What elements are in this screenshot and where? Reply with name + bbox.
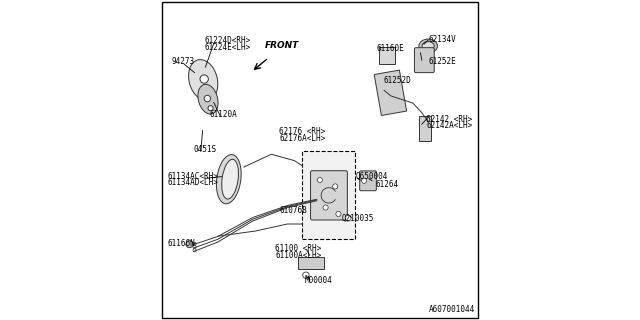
Circle shape bbox=[317, 177, 323, 182]
Text: 61120A: 61120A bbox=[210, 110, 237, 119]
Text: 61252E: 61252E bbox=[429, 57, 456, 66]
Ellipse shape bbox=[221, 159, 239, 199]
Circle shape bbox=[204, 95, 211, 102]
FancyBboxPatch shape bbox=[415, 48, 435, 73]
Text: 61160E: 61160E bbox=[377, 44, 404, 53]
Text: 61264: 61264 bbox=[375, 180, 398, 189]
Text: 61252D: 61252D bbox=[383, 76, 411, 85]
Ellipse shape bbox=[419, 39, 438, 53]
Bar bbox=[419, 116, 431, 141]
Text: 61224E<LH>: 61224E<LH> bbox=[204, 43, 250, 52]
Circle shape bbox=[336, 212, 341, 217]
Text: 0451S: 0451S bbox=[193, 145, 217, 154]
Bar bbox=[302, 151, 355, 239]
Polygon shape bbox=[374, 70, 406, 116]
Circle shape bbox=[362, 178, 367, 183]
Bar bbox=[380, 47, 395, 64]
Text: FRONT: FRONT bbox=[265, 41, 300, 50]
FancyBboxPatch shape bbox=[360, 171, 376, 191]
Circle shape bbox=[346, 215, 351, 221]
Text: Q210035: Q210035 bbox=[342, 214, 374, 223]
Circle shape bbox=[193, 249, 196, 252]
Circle shape bbox=[200, 75, 209, 83]
Circle shape bbox=[333, 184, 338, 189]
Text: A607001044: A607001044 bbox=[429, 305, 475, 314]
Text: 61134AD<LH>: 61134AD<LH> bbox=[167, 178, 218, 187]
Circle shape bbox=[186, 241, 193, 248]
Text: M00004: M00004 bbox=[305, 276, 332, 285]
Text: 61100 <RH>: 61100 <RH> bbox=[275, 244, 321, 253]
Text: 62134V: 62134V bbox=[429, 35, 456, 44]
Circle shape bbox=[323, 205, 328, 210]
Ellipse shape bbox=[422, 42, 435, 51]
Text: 94273: 94273 bbox=[172, 57, 195, 66]
Circle shape bbox=[208, 106, 213, 111]
FancyBboxPatch shape bbox=[310, 171, 348, 220]
Text: 62176A<LH>: 62176A<LH> bbox=[279, 134, 325, 143]
Text: 61076B: 61076B bbox=[280, 206, 307, 215]
Text: 61224D<RH>: 61224D<RH> bbox=[204, 36, 250, 45]
Ellipse shape bbox=[189, 60, 218, 100]
Text: 61166N: 61166N bbox=[168, 239, 196, 248]
Text: Q650004: Q650004 bbox=[355, 172, 388, 181]
Bar bbox=[298, 257, 324, 269]
Text: 61100A<LH>: 61100A<LH> bbox=[275, 251, 321, 260]
Circle shape bbox=[193, 245, 196, 249]
Text: 62176 <RH>: 62176 <RH> bbox=[279, 127, 325, 136]
Ellipse shape bbox=[198, 84, 218, 114]
Ellipse shape bbox=[216, 155, 241, 204]
Circle shape bbox=[193, 242, 196, 245]
Text: 62142 <RH>: 62142 <RH> bbox=[426, 115, 472, 124]
Text: 61134AC<RH>: 61134AC<RH> bbox=[167, 172, 218, 180]
Circle shape bbox=[303, 272, 309, 278]
Text: 62142A<LH>: 62142A<LH> bbox=[426, 121, 472, 130]
